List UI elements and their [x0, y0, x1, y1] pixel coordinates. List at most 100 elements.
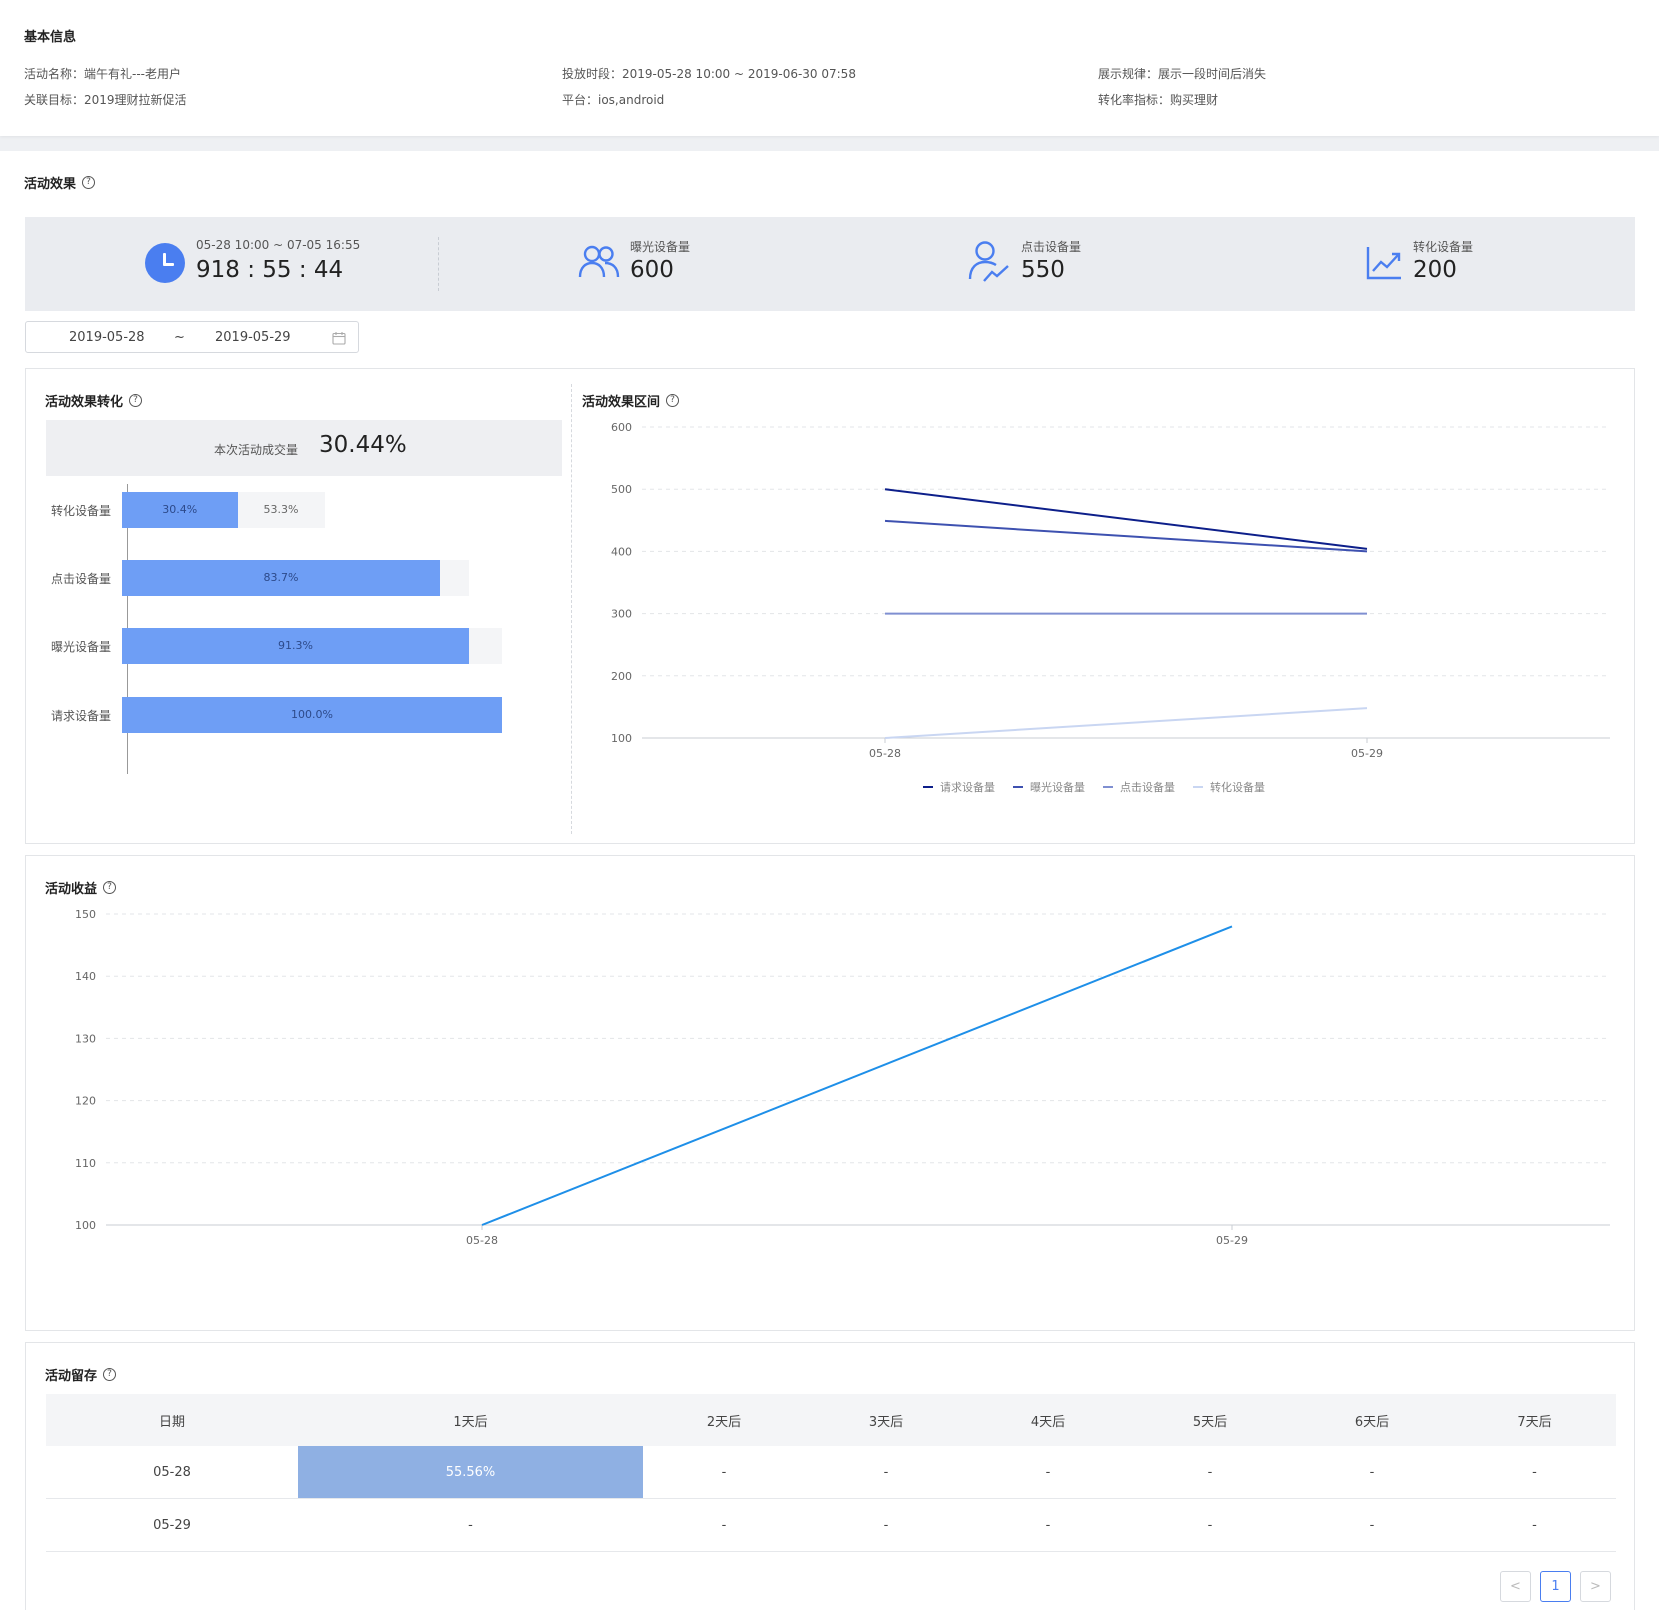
basic-info-title: 基本信息 — [24, 30, 77, 45]
series-line[interactable] — [884, 707, 1368, 739]
platform: 平台：ios,android — [562, 93, 665, 107]
table-cell: 55.56% — [298, 1446, 643, 1498]
column-header: 1天后 — [453, 1414, 488, 1430]
effect-title: 活动效果 ? — [24, 173, 96, 192]
y-tick-label: 200 — [611, 670, 632, 683]
conversion-title: 活动效果转化 ? — [45, 391, 143, 410]
x-tick-label: 05-28 — [466, 1234, 498, 1247]
time-range: 05-28 10:00 ~ 07-05 16:55 — [196, 238, 361, 252]
date-end[interactable]: 2019-05-29 — [215, 330, 291, 345]
help-icon[interactable]: ? — [103, 881, 117, 894]
column-header: 日期 — [158, 1414, 185, 1430]
y-tick-label: 300 — [611, 608, 632, 621]
table-header: 日期 1天后 2天后 3天后 4天后 5天后 6天后 7天后 — [46, 1394, 1616, 1446]
table-row: 05-29 - - - - - - - — [46, 1499, 1616, 1552]
legend-label[interactable]: 点击设备量 — [1120, 780, 1175, 794]
legend-label[interactable]: 曝光设备量 — [1030, 780, 1085, 794]
conversion-metric: 转化率指标：购买理财 — [1098, 93, 1219, 107]
basic-info-card: 基本信息 活动名称：端午有礼---老用户 关联目标：2019理财拉新促活 投放时… — [0, 0, 1659, 136]
date-start[interactable]: 2019-05-28 — [69, 330, 145, 345]
table-cell: - — [883, 1464, 889, 1480]
table-row: 05-28 55.56% - - - - - - — [46, 1446, 1616, 1499]
funnel-label: 请求设备量 — [51, 709, 112, 723]
x-tick-label: 05-29 — [1351, 747, 1383, 760]
calendar-icon[interactable] — [332, 331, 346, 345]
activity-name: 活动名称：端午有礼---老用户 — [24, 67, 181, 81]
table-cell: - — [1369, 1464, 1375, 1480]
help-icon[interactable]: ? — [666, 394, 680, 407]
stat-click-label: 点击设备量 — [1021, 240, 1082, 254]
series-line[interactable] — [884, 488, 1368, 550]
display-rule: 展示规律：展示一段时间后消失 — [1098, 67, 1267, 81]
legend-label[interactable]: 转化设备量 — [1210, 780, 1265, 794]
legend-label[interactable]: 请求设备量 — [940, 780, 995, 794]
retention-title: 活动留存 ? — [45, 1365, 117, 1384]
date-separator: ~ — [174, 330, 185, 345]
series-line[interactable] — [884, 519, 1368, 553]
stat-exposure-value: 600 — [630, 257, 674, 283]
funnel-bar-fill[interactable]: 30.4% — [122, 492, 238, 528]
page-1-button[interactable]: 1 — [1540, 1571, 1571, 1602]
trend-chart-icon — [1366, 247, 1401, 280]
stat-click-value: 550 — [1021, 257, 1065, 283]
conversion-panel: 活动效果转化 ? 本次活动成交量 30.44% 转化设备量 30.4% 53.3% 点… — [25, 368, 1635, 844]
clock-icon — [145, 243, 185, 283]
column-header: 6天后 — [1354, 1414, 1390, 1430]
table-cell: - — [721, 1517, 727, 1533]
date-range-picker[interactable]: 2019-05-28 ~ 2019-05-29 — [25, 321, 359, 353]
y-tick-label: 500 — [611, 483, 632, 496]
success-rate-label: 本次活动成交量 — [214, 443, 299, 457]
help-icon[interactable]: ? — [129, 394, 143, 407]
next-page-button[interactable]: > — [1580, 1571, 1611, 1602]
table-cell: - — [1045, 1517, 1051, 1533]
interval-line-chart: 100 200 300 400 500 600 05-28 05-29 请求设备量 曝光设备量 点击… — [611, 421, 1610, 794]
revenue-title: 活动收益 ? — [45, 878, 117, 897]
related-target: 关联目标：2019理财拉新促活 — [24, 93, 187, 107]
table-cell: - — [1532, 1517, 1537, 1533]
y-tick-label: 120 — [75, 1095, 96, 1108]
funnel-label: 点击设备量 — [51, 572, 112, 586]
funnel-label: 曝光设备量 — [51, 640, 112, 654]
x-tick-label: 05-28 — [869, 747, 901, 760]
funnel-bar-rest-label: 53.3% — [263, 503, 299, 516]
table-cell: - — [1207, 1517, 1213, 1533]
series-line[interactable] — [481, 925, 1233, 1226]
y-tick-label: 140 — [75, 970, 96, 983]
column-header: 2天后 — [706, 1414, 742, 1430]
funnel-bar-fill[interactable]: 83.7% — [122, 560, 441, 596]
stat-conversion-value: 200 — [1413, 257, 1457, 283]
funnel-bar-fill[interactable]: 91.3% — [122, 628, 469, 664]
y-tick-label: 100 — [611, 732, 632, 745]
table-cell: - — [468, 1517, 473, 1533]
table-cell: 05-28 — [153, 1464, 191, 1480]
table-cell: - — [1045, 1464, 1051, 1480]
table-cell: 05-29 — [153, 1517, 191, 1533]
revenue-panel: 活动收益 ? 100 110 120 130 140 150 05-28 05-29 — [25, 855, 1635, 1331]
user-click-icon — [968, 241, 1009, 282]
stat-divider — [438, 237, 439, 291]
prev-page-button[interactable]: < — [1500, 1571, 1531, 1602]
help-icon[interactable]: ? — [82, 176, 96, 189]
success-rate-box: 本次活动成交量 30.44% — [46, 420, 562, 476]
x-tick-label: 05-29 — [1216, 1234, 1248, 1247]
table-cell: - — [1207, 1464, 1213, 1480]
y-tick-label: 130 — [75, 1032, 96, 1045]
countdown: 918 : 55 : 44 — [196, 257, 344, 283]
help-icon[interactable]: ? — [103, 1368, 117, 1381]
column-header: 5天后 — [1192, 1414, 1228, 1430]
y-tick-label: 110 — [75, 1157, 96, 1170]
interval-title: 活动效果区间 ? — [582, 391, 680, 410]
revenue-line-chart: 100 110 120 130 140 150 05-28 05-29 — [75, 908, 1610, 1247]
stats-bar: 05-28 10:00 ~ 07-05 16:55 918 : 55 : 44 … — [25, 217, 1635, 311]
stat-exposure-label: 曝光设备量 — [630, 240, 691, 254]
funnel-label: 转化设备量 — [51, 504, 112, 518]
retention-panel: 活动留存 ? 日期 1天后 2天后 3天后 4天后 5天后 6天后 7天后 05-28 55.5… — [25, 1342, 1635, 1610]
delivery-period: 投放时段：2019-05-28 10:00 ~ 2019-06-30 07:58 — [562, 67, 856, 81]
column-header: 7天后 — [1517, 1414, 1552, 1430]
stat-conversion-label: 转化设备量 — [1413, 240, 1474, 254]
funnel-bar-fill[interactable]: 100.0% — [122, 697, 502, 733]
y-tick-label: 400 — [611, 545, 632, 558]
column-header: 3天后 — [868, 1414, 904, 1430]
table-cell: - — [721, 1464, 727, 1480]
table-cell: - — [1369, 1517, 1375, 1533]
